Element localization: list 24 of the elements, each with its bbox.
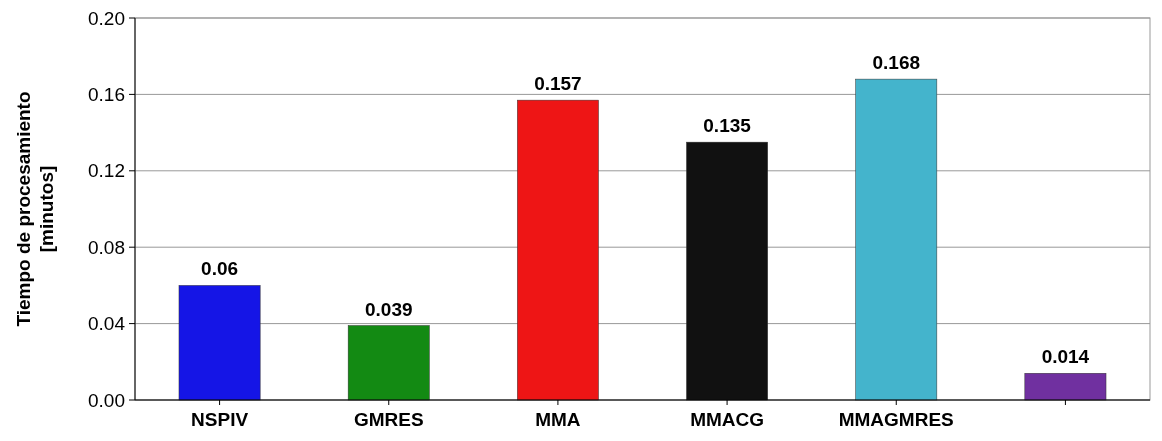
data-label: 0.168 xyxy=(872,52,921,74)
y-axis-title: Tiempo de procesamiento [minutos] xyxy=(13,91,57,327)
data-label: 0.157 xyxy=(534,73,582,95)
data-label: 0.06 xyxy=(201,258,239,280)
x-tick-label: GMRES xyxy=(353,409,424,430)
text: 0.12 xyxy=(88,160,125,182)
data-label: 0.135 xyxy=(703,115,752,137)
x-tick-label: MMAGMRES xyxy=(838,409,954,430)
x-tick-label: NSPIV xyxy=(191,409,249,430)
bar xyxy=(517,99,599,401)
bar xyxy=(347,325,430,401)
bar xyxy=(178,285,261,401)
text: 0.04 xyxy=(88,313,125,335)
bar xyxy=(855,78,938,401)
bar xyxy=(686,141,768,401)
text: 0.00 xyxy=(88,389,125,411)
x-tick-label: MMACG xyxy=(690,409,765,430)
text: 0.20 xyxy=(88,7,125,29)
text: 0.16 xyxy=(88,84,125,106)
data-label: 0.014 xyxy=(1041,346,1090,368)
bar xyxy=(1024,373,1107,401)
data-label: 0.039 xyxy=(364,298,413,320)
text: 0.08 xyxy=(88,236,125,258)
x-tick-label: MMA xyxy=(535,409,581,430)
